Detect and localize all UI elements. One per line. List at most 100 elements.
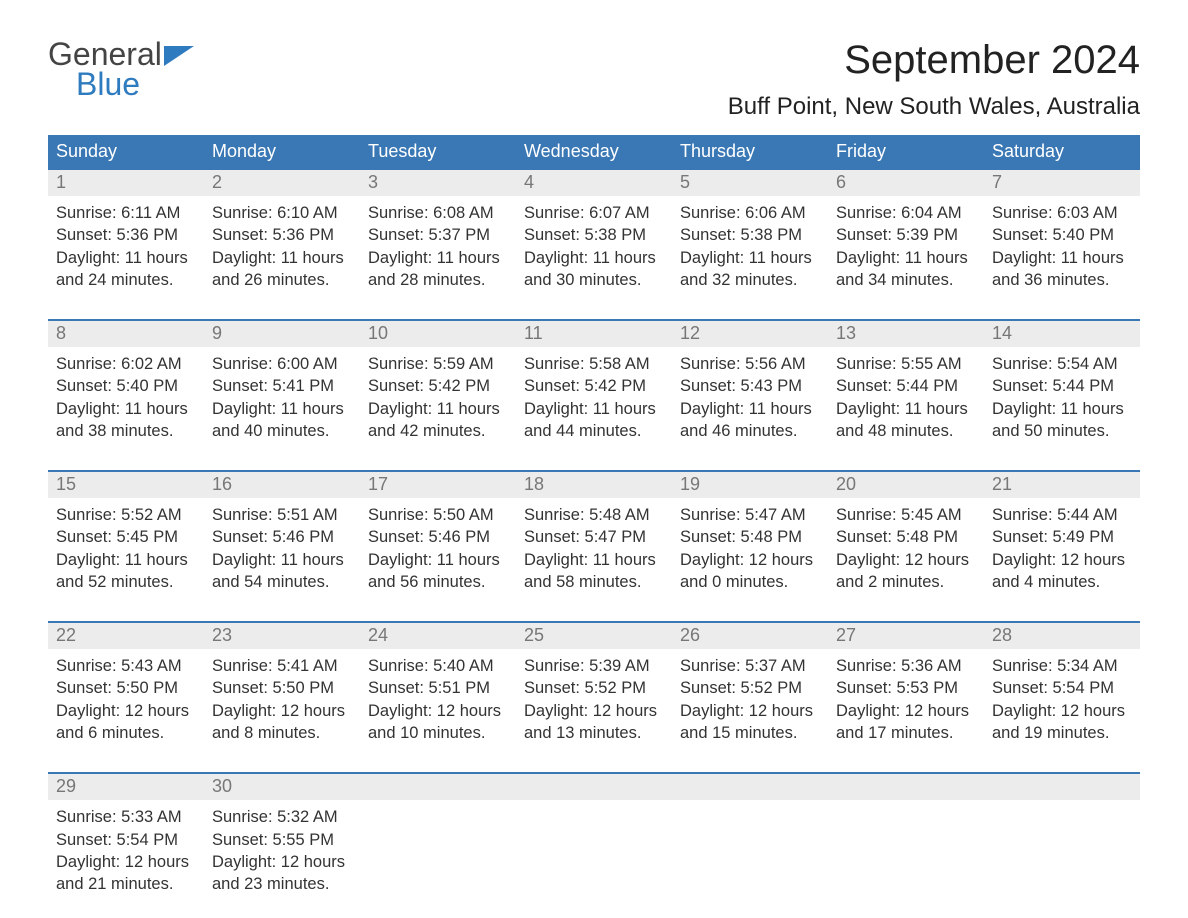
day-number: 13 <box>828 321 984 347</box>
daylight-line: Daylight: 12 hours and 10 minutes. <box>368 700 508 745</box>
sunset-line: Sunset: 5:53 PM <box>836 677 976 699</box>
day-cell <box>672 800 828 899</box>
sunset-line: Sunset: 5:46 PM <box>368 526 508 548</box>
day-cell: Sunrise: 5:33 AMSunset: 5:54 PMDaylight:… <box>48 800 204 899</box>
day-number: 7 <box>984 170 1140 196</box>
daylight-line: Daylight: 11 hours and 56 minutes. <box>368 549 508 594</box>
daynum-row: 15161718192021 <box>48 472 1140 498</box>
day-cell: Sunrise: 5:51 AMSunset: 5:46 PMDaylight:… <box>204 498 360 597</box>
sunrise-line: Sunrise: 5:33 AM <box>56 806 196 828</box>
sunrise-line: Sunrise: 5:43 AM <box>56 655 196 677</box>
daydata-row: Sunrise: 5:43 AM Sunset: 5:50 PM Daylight:… <box>48 649 1140 748</box>
day-cell: Sunrise: 5:48 AMSunset: 5:47 PMDaylight:… <box>516 498 672 597</box>
day-cell: Sunrise: 5:34 AMSunset: 5:54 PMDaylight:… <box>984 649 1140 748</box>
daylight-line: Daylight: 11 hours and 38 minutes. <box>56 398 196 443</box>
day-number: 15 <box>48 472 204 498</box>
logo: General Blue <box>48 38 194 101</box>
day-cell: Sunrise: 5:52 AMSunset: 5:45 PMDaylight:… <box>48 498 204 597</box>
sunrise-line: Sunrise: 5:51 AM <box>212 504 352 526</box>
day-cell <box>516 800 672 899</box>
day-cell: Sunrise: 5:40 AMSunset: 5:51 PMDaylight:… <box>360 649 516 748</box>
sunset-line: Sunset: 5:54 PM <box>992 677 1132 699</box>
daylight-line: Daylight: 11 hours and 26 minutes. <box>212 247 352 292</box>
sunset-line: Sunset: 5:36 PM <box>212 224 352 246</box>
sunset-line: Sunset: 5:38 PM <box>680 224 820 246</box>
sunrise-line: Sunrise: 6:02 AM <box>56 353 196 375</box>
sunset-line: Sunset: 5:49 PM <box>992 526 1132 548</box>
sunrise-line: Sunrise: 5:37 AM <box>680 655 820 677</box>
day-number <box>984 774 1140 800</box>
daydata-row: Sunrise: 6:11 AMSunset: 5:36 PMDaylight:… <box>48 196 1140 295</box>
calendar-week: 1234567Sunrise: 6:11 AMSunset: 5:36 PMDa… <box>48 168 1140 295</box>
day-cell: Sunrise: 5:36 AMSunset: 5:53 PMDaylight:… <box>828 649 984 748</box>
sunrise-line: Sunrise: 5:56 AM <box>680 353 820 375</box>
logo-line2: Blue <box>76 68 162 102</box>
day-cell: Sunrise: 6:07 AMSunset: 5:38 PMDaylight:… <box>516 196 672 295</box>
sunrise-line: Sunrise: 5:50 AM <box>368 504 508 526</box>
sunrise-line: Sunrise: 5:54 AM <box>992 353 1132 375</box>
sunset-line: Sunset: 5:48 PM <box>680 526 820 548</box>
day-number: 12 <box>672 321 828 347</box>
sunset-line: Sunset: 5:54 PM <box>56 829 196 851</box>
sunset-line: Sunset: 5:42 PM <box>524 375 664 397</box>
daylight-line: Daylight: 11 hours and 34 minutes. <box>836 247 976 292</box>
month-title: September 2024 <box>728 38 1140 83</box>
day-number: 25 <box>516 623 672 649</box>
sunset-line: Sunset: 5:38 PM <box>524 224 664 246</box>
calendar-week: 2930Sunrise: 5:33 AMSunset: 5:54 PMDayli… <box>48 772 1140 899</box>
day-cell: Sunrise: 5:32 AMSunset: 5:55 PMDaylight:… <box>204 800 360 899</box>
calendar: Sunday Monday Tuesday Wednesday Thursday… <box>48 135 1140 899</box>
sunset-line: Sunset: 5:51 PM <box>368 677 508 699</box>
day-number: 18 <box>516 472 672 498</box>
daylight-line: Daylight: 11 hours and 48 minutes. <box>836 398 976 443</box>
day-cell: Sunrise: 6:08 AMSunset: 5:37 PMDaylight:… <box>360 196 516 295</box>
day-number: 29 <box>48 774 204 800</box>
sunrise-line: Sunrise: 5:34 AM <box>992 655 1132 677</box>
day-cell <box>360 800 516 899</box>
sunset-line: Sunset: 5:52 PM <box>524 677 664 699</box>
daylight-line: Daylight: 12 hours and 13 minutes. <box>524 700 664 745</box>
day-number: 9 <box>204 321 360 347</box>
daylight-line: Daylight: 11 hours and 36 minutes. <box>992 247 1132 292</box>
day-cell: Sunrise: 5:58 AMSunset: 5:42 PMDaylight:… <box>516 347 672 446</box>
day-number <box>828 774 984 800</box>
weekday-header: Friday <box>828 135 984 168</box>
daydata-row: Sunrise: 5:52 AMSunset: 5:45 PMDaylight:… <box>48 498 1140 597</box>
sunrise-line: Sunrise: 6:10 AM <box>212 202 352 224</box>
day-cell: Sunrise: 5:55 AMSunset: 5:44 PMDaylight:… <box>828 347 984 446</box>
day-cell: Sunrise: 5:59 AMSunset: 5:42 PMDaylight:… <box>360 347 516 446</box>
sunrise-line: Sunrise: 5:48 AM <box>524 504 664 526</box>
day-cell: Sunrise: 6:03 AMSunset: 5:40 PMDaylight:… <box>984 196 1140 295</box>
sunrise-line: Sunrise: 5:44 AM <box>992 504 1132 526</box>
sunrise-line: Sunrise: 5:36 AM <box>836 655 976 677</box>
day-cell <box>984 800 1140 899</box>
sunrise-line: Sunrise: 5:40 AM <box>368 655 508 677</box>
sunrise-line: Sunrise: 6:03 AM <box>992 202 1132 224</box>
sunset-line: Sunset: 5:50 PM <box>212 677 352 699</box>
daylight-line: Daylight: 12 hours and 4 minutes. <box>992 549 1132 594</box>
day-cell: Sunrise: 5:50 AMSunset: 5:46 PMDaylight:… <box>360 498 516 597</box>
day-number: 11 <box>516 321 672 347</box>
sunrise-line: Sunrise: 6:04 AM <box>836 202 976 224</box>
sunset-line: Sunset: 5:42 PM <box>368 375 508 397</box>
sunrise-line: Sunrise: 5:59 AM <box>368 353 508 375</box>
daylight-line: Daylight: 11 hours and 44 minutes. <box>524 398 664 443</box>
day-number: 19 <box>672 472 828 498</box>
day-cell: Sunrise: 5:37 AMSunset: 5:52 PMDaylight:… <box>672 649 828 748</box>
day-number: 16 <box>204 472 360 498</box>
daylight-line: Daylight: 11 hours and 40 minutes. <box>212 398 352 443</box>
sunset-line: Sunset: 5:45 PM <box>56 526 196 548</box>
day-cell: Sunrise: 5:39 AMSunset: 5:52 PMDaylight:… <box>516 649 672 748</box>
sunset-line: Sunset: 5:44 PM <box>992 375 1132 397</box>
day-number <box>672 774 828 800</box>
day-number: 28 <box>984 623 1140 649</box>
daylight-line: Daylight: 12 hours and 0 minutes. <box>680 549 820 594</box>
daylight-line: Daylight: 11 hours and 52 minutes. <box>56 549 196 594</box>
day-number: 21 <box>984 472 1140 498</box>
sunrise-line: Sunrise: 5:58 AM <box>524 353 664 375</box>
day-number: 1 <box>48 170 204 196</box>
daylight-line: Daylight: 11 hours and 54 minutes. <box>212 549 352 594</box>
sunrise-line: Sunrise: 6:06 AM <box>680 202 820 224</box>
weekday-header: Saturday <box>984 135 1140 168</box>
day-cell: Sunrise: 5:43 AMSunset: 5:50 PMDaylight:… <box>48 649 204 748</box>
